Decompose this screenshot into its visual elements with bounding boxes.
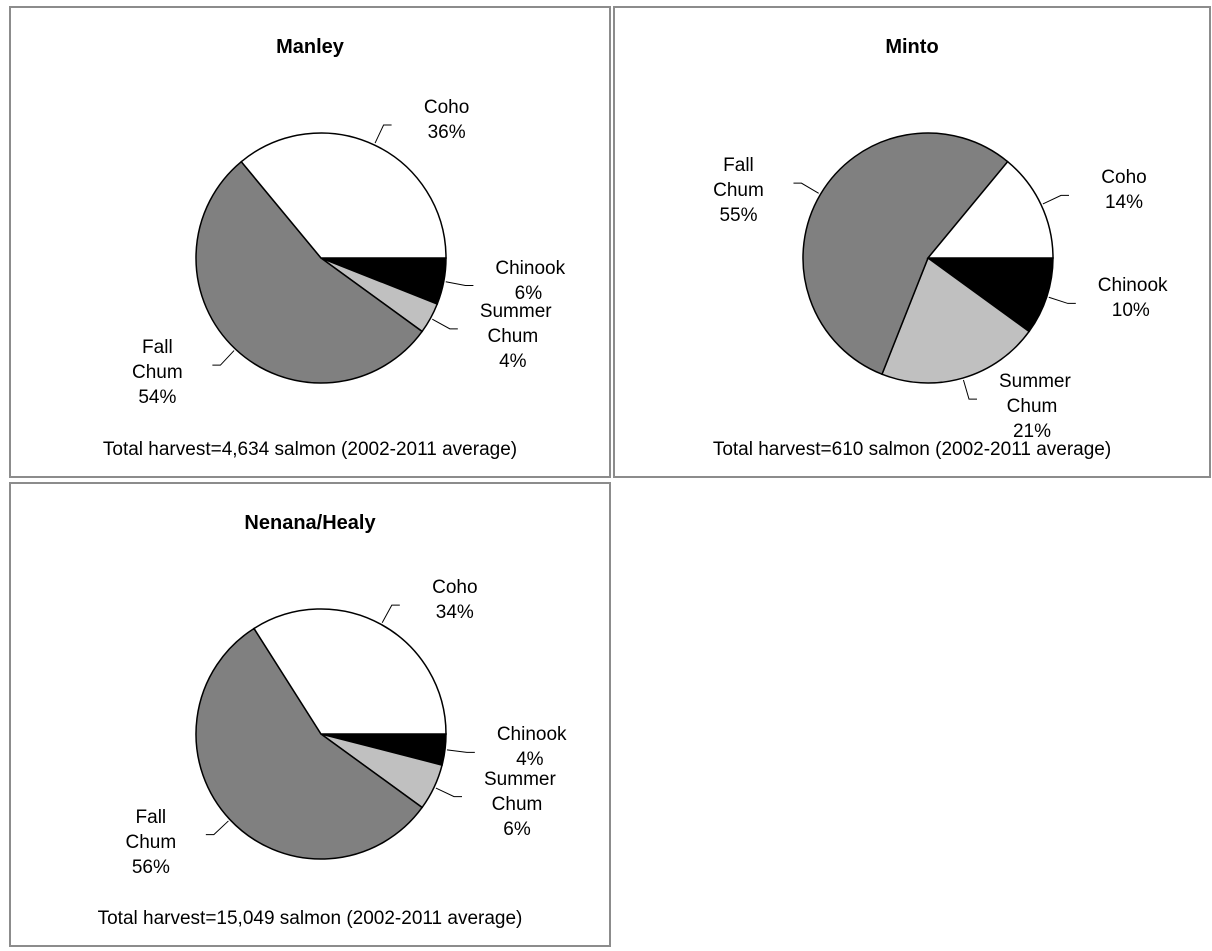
leader-line <box>962 379 978 400</box>
slice-label: Fall Chum 56% <box>96 805 206 880</box>
value-label: 34% <box>435 602 474 624</box>
value-label: 10% <box>1111 300 1150 322</box>
pie-slice <box>195 160 424 384</box>
pie-slice <box>881 256 1031 384</box>
value-label: 6% <box>503 818 531 840</box>
pie-slice <box>926 160 1054 259</box>
value-label: 21% <box>1012 421 1052 443</box>
value-label: 14% <box>1104 192 1144 214</box>
category-label: Summer Chum <box>999 371 1071 418</box>
leader-line <box>374 124 392 144</box>
value-label: 55% <box>719 205 758 227</box>
leader-line <box>1042 194 1070 205</box>
slice-label: Chinook 6% <box>473 256 583 306</box>
leader-line <box>1048 296 1076 304</box>
leader-line <box>445 281 474 287</box>
pie-slice <box>195 627 424 860</box>
leader-line <box>212 350 235 366</box>
slice-label: Summer Chum 21% <box>977 369 1087 444</box>
panel-border <box>9 482 611 947</box>
pie-slice <box>252 608 447 735</box>
category-label: Coho <box>423 96 470 118</box>
slice-label: Coho 14% <box>1069 165 1179 215</box>
category-label: Coho <box>432 577 478 599</box>
leader-line <box>381 604 400 623</box>
slice-label: Coho 34% <box>400 575 510 625</box>
category-label: Chinook <box>1097 275 1168 297</box>
category-label: Chinook <box>496 724 567 746</box>
pie-slice <box>925 257 1054 333</box>
footnote: Total harvest=610 salmon (2002-2011 aver… <box>713 439 1111 460</box>
slice-label: Chinook 4% <box>475 722 585 772</box>
slice-label: Chinook 10% <box>1076 273 1186 323</box>
footnote: Total harvest=4,634 salmon (2002-2011 av… <box>103 439 517 460</box>
chart-title: Manley <box>276 36 345 58</box>
category-label: Fall Chum <box>125 806 177 853</box>
panel-border <box>613 6 1211 478</box>
leader-line <box>793 182 819 194</box>
pie-slice <box>240 132 447 259</box>
category-label: Summer Chum <box>484 768 556 815</box>
value-label: 4% <box>499 350 527 372</box>
category-label: Chinook <box>495 257 566 279</box>
leader-line <box>432 318 458 330</box>
panel-border <box>9 6 611 478</box>
chart-title: Minto <box>885 36 938 58</box>
pie-slice <box>802 132 1009 376</box>
value-label: 36% <box>427 121 466 143</box>
leader-line <box>205 820 229 836</box>
slice-label: Fall Chum 54% <box>102 335 212 410</box>
category-label: Summer Chum <box>479 300 552 347</box>
footnote: Total harvest=15,049 salmon (2002-2011 a… <box>98 908 523 929</box>
category-label: Fall Chum <box>132 337 183 384</box>
slice-label: Summer Chum 4% <box>458 299 568 374</box>
chart-title: Nenana/Healy <box>244 512 376 534</box>
slice-label: Fall Chum 55% <box>683 153 793 228</box>
leader-line <box>435 787 463 798</box>
slice-label: Summer Chum 6% <box>462 767 572 842</box>
value-label: 6% <box>514 282 543 304</box>
value-label: 4% <box>516 749 544 771</box>
value-label: 54% <box>138 387 177 409</box>
value-label: 56% <box>131 856 170 878</box>
slice-label: Coho 36% <box>392 95 502 145</box>
category-label: Fall Chum <box>713 155 764 202</box>
category-label: Coho <box>1101 167 1147 189</box>
leader-line <box>446 749 475 753</box>
